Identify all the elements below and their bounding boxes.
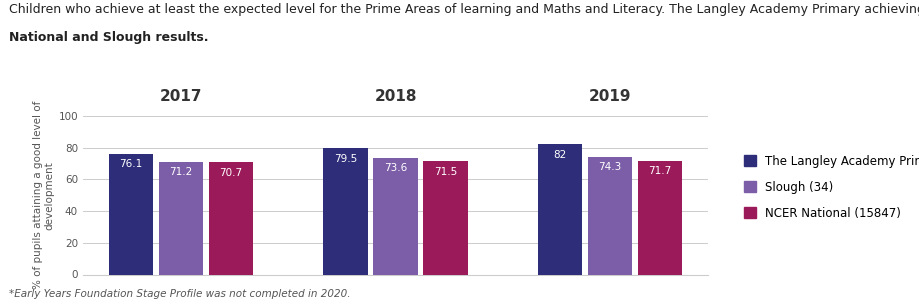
Text: 71.2: 71.2: [169, 167, 192, 177]
Bar: [587, 157, 631, 274]
Text: 71.5: 71.5: [434, 167, 457, 177]
Text: 79.5: 79.5: [334, 154, 357, 164]
Text: 2019: 2019: [588, 89, 630, 104]
Text: 74.3: 74.3: [598, 162, 621, 172]
Bar: [323, 149, 368, 274]
Bar: [373, 158, 417, 274]
Y-axis label: % of pupils attaining a good level of
development: % of pupils attaining a good level of de…: [32, 101, 54, 289]
Bar: [108, 154, 153, 274]
Text: 73.6: 73.6: [383, 163, 407, 173]
Text: 71.7: 71.7: [648, 166, 671, 176]
Text: Children who achieve at least the expected level for the Prime Areas of learning: Children who achieve at least the expect…: [9, 3, 919, 16]
Bar: [537, 145, 582, 274]
Text: 70.7: 70.7: [220, 168, 243, 178]
Text: 76.1: 76.1: [119, 159, 142, 169]
Bar: [159, 162, 203, 274]
Bar: [209, 162, 254, 274]
Text: 2018: 2018: [374, 89, 416, 104]
Bar: [423, 161, 468, 274]
Text: *Early Years Foundation Stage Profile was not completed in 2020.: *Early Years Foundation Stage Profile wa…: [9, 289, 350, 299]
Text: National and Slough results.: National and Slough results.: [9, 30, 209, 44]
Text: 82: 82: [553, 150, 566, 160]
Legend: The Langley Academy Primary, Slough (34), NCER National (15847): The Langley Academy Primary, Slough (34)…: [739, 150, 919, 224]
Bar: [637, 161, 682, 274]
Text: 2017: 2017: [160, 89, 202, 104]
